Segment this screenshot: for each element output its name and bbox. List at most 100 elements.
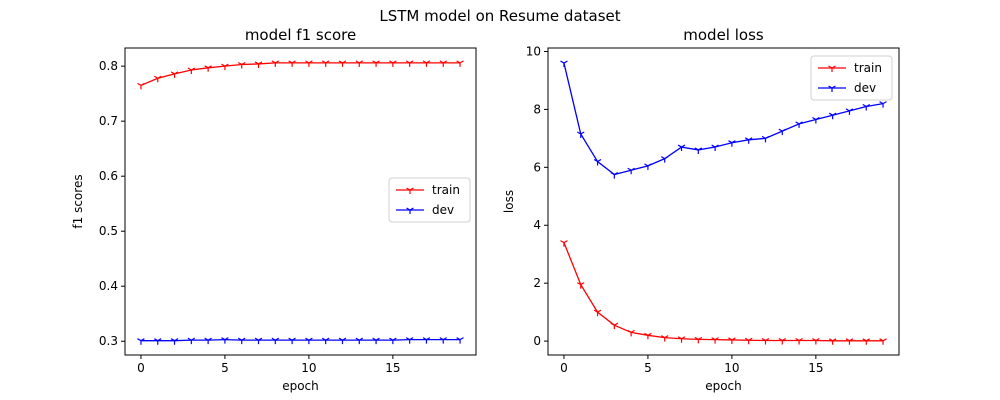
data-point-train [254, 61, 263, 68]
data-point-dev [560, 60, 568, 68]
x-tick-label: 5 [644, 361, 652, 375]
data-point-train [355, 60, 364, 67]
data-point-train [593, 309, 602, 317]
data-point-train [828, 338, 837, 345]
data-point-train [560, 240, 568, 247]
data-point-dev [795, 121, 803, 128]
data-point-dev [187, 337, 196, 345]
legend-label-dev: dev [432, 203, 454, 217]
data-point-dev [761, 135, 770, 143]
data-point-train [305, 60, 313, 67]
data-point-train [288, 60, 296, 67]
legend-marker-train [406, 187, 414, 194]
legend: train dev [810, 55, 893, 101]
legend-marker-dev [406, 207, 414, 214]
y-tick-label: 0.3 [99, 334, 118, 348]
data-point-dev [389, 337, 397, 345]
y-tick-label: 4 [533, 218, 541, 232]
x-tick-label: 15 [385, 361, 400, 375]
x-axis-label: epoch [282, 379, 319, 393]
data-point-train [137, 82, 145, 90]
data-point-train [879, 338, 887, 345]
y-tick-label: 8 [533, 102, 541, 116]
data-point-dev [610, 172, 619, 179]
data-point-train [439, 60, 448, 67]
data-point-train [845, 338, 854, 345]
y-tick-label: 6 [533, 160, 541, 174]
data-point-train [187, 67, 196, 75]
legend-marker-dev [828, 85, 836, 92]
data-point-train [321, 60, 330, 67]
chart-loss: model loss 0 5 10 15 0 2 4 6 8 10 epoch loss train dev [502, 26, 900, 393]
legend: train dev [388, 177, 471, 223]
data-point-dev [694, 147, 703, 154]
data-point-train [271, 60, 280, 67]
data-point-dev [812, 117, 820, 124]
y-axis-label: f1 scores [71, 174, 85, 228]
data-point-train [862, 338, 871, 345]
legend-marker-train [828, 65, 836, 72]
data-point-dev [576, 131, 585, 139]
series-line-dev [563, 62, 884, 176]
data-point-train [677, 336, 686, 343]
x-tick-label: 10 [301, 361, 316, 375]
data-point-train [576, 282, 585, 289]
data-point-dev [627, 167, 635, 175]
legend-label-train: train [432, 183, 460, 197]
data-point-train [372, 60, 380, 67]
series-line-train [563, 242, 884, 342]
data-point-train [170, 71, 179, 78]
data-point-dev [828, 112, 837, 120]
chart-title: model loss [683, 26, 764, 44]
y-tick-label: 0.5 [99, 224, 118, 238]
data-point-train [744, 337, 753, 345]
data-point-dev [305, 337, 313, 345]
y-tick-label: 0 [533, 334, 541, 348]
data-point-train [627, 329, 635, 337]
data-point-dev [204, 337, 212, 345]
chart-title: model f1 score [245, 26, 356, 44]
y-tick-label: 0.8 [99, 59, 118, 73]
data-point-dev [778, 128, 787, 136]
data-point-train [711, 337, 719, 344]
data-point-train [728, 337, 736, 344]
data-point-train [778, 337, 787, 345]
data-point-train [812, 337, 820, 345]
data-point-train [221, 63, 229, 71]
data-point-dev [862, 103, 871, 111]
data-point-dev [237, 337, 246, 345]
y-tick-label: 2 [533, 276, 541, 290]
data-point-train [795, 337, 803, 345]
x-tick-label: 15 [808, 361, 823, 375]
legend-label-dev: dev [854, 81, 876, 95]
data-point-dev [137, 338, 145, 345]
chart-f1-score: model f1 score 0 5 10 15 0.3 0.4 0.5 0.6 0.7 0.8 ep… [71, 26, 477, 393]
y-tick-label: 10 [526, 44, 541, 58]
x-tick-label: 10 [724, 361, 739, 375]
data-point-dev [372, 337, 380, 345]
data-point-train [338, 60, 347, 67]
y-axis-label: loss [502, 190, 516, 213]
data-point-dev [593, 159, 602, 166]
series-line-dev [140, 338, 461, 342]
data-point-train [422, 60, 431, 67]
data-point-train [204, 65, 212, 72]
data-point-dev [711, 144, 719, 152]
data-point-train [610, 322, 619, 330]
data-point-dev [422, 337, 431, 344]
plot-frame [547, 47, 900, 356]
figure-title: LSTM model on Resume dataset [379, 7, 620, 25]
x-tick-label: 5 [221, 361, 229, 375]
data-point-dev [728, 140, 736, 147]
data-point-dev [677, 144, 686, 152]
data-point-dev [456, 337, 464, 344]
y-tick-label: 0.7 [99, 114, 118, 128]
data-point-dev [355, 337, 364, 345]
y-tick-label: 0.6 [99, 169, 118, 183]
data-point-dev [338, 337, 347, 345]
data-point-train [237, 61, 246, 69]
data-point-dev [879, 101, 887, 108]
data-point-dev [405, 337, 414, 344]
x-tick-label: 0 [137, 361, 145, 375]
